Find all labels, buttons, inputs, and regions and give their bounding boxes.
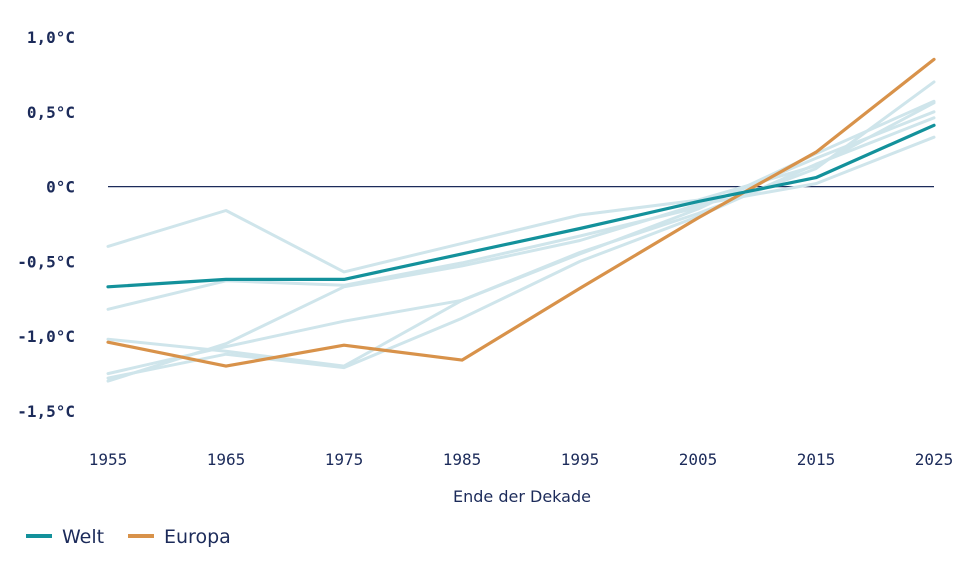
- y-tick-label: 1,0°C: [27, 28, 75, 47]
- x-tick-label: 1965: [207, 450, 246, 469]
- y-tick-label: -0,5°C: [17, 252, 75, 271]
- series-line-europa: [106, 57, 936, 368]
- x-tick-label: 1995: [561, 450, 600, 469]
- x-tick-label: 1955: [89, 450, 128, 469]
- x-axis-ticks: 1955 1965 1975 1985 1995 2005 2015 2025: [89, 450, 954, 469]
- series-line-background: [106, 116, 936, 380]
- background-series-group: [106, 80, 936, 383]
- y-tick-label: 0,5°C: [27, 103, 75, 122]
- x-tick-label: 2015: [797, 450, 836, 469]
- legend: Welt Europa: [26, 526, 231, 548]
- y-tick-label: 0°C: [46, 178, 75, 197]
- x-tick-label: 1975: [325, 450, 364, 469]
- x-tick-label: 2005: [679, 450, 718, 469]
- x-tick-label: 1985: [443, 450, 482, 469]
- series-line-welt: [106, 123, 936, 289]
- series-line-background: [106, 101, 936, 274]
- series-line-background: [106, 110, 936, 311]
- legend-label-welt: Welt: [62, 526, 104, 548]
- x-tick-label: 2025: [915, 450, 954, 469]
- y-tick-label: -1,0°C: [17, 327, 75, 346]
- y-axis-ticks: 1,0°C 0,5°C 0°C -0,5°C -1,0°C -1,5°C: [17, 28, 75, 421]
- series-line-background: [106, 135, 936, 383]
- highlighted-series-group: [106, 57, 936, 368]
- y-tick-label: -1,5°C: [17, 402, 75, 421]
- series-line-background: [106, 99, 936, 376]
- x-axis-label: Ende der Dekade: [453, 487, 591, 506]
- legend-label-europa: Europa: [164, 526, 231, 548]
